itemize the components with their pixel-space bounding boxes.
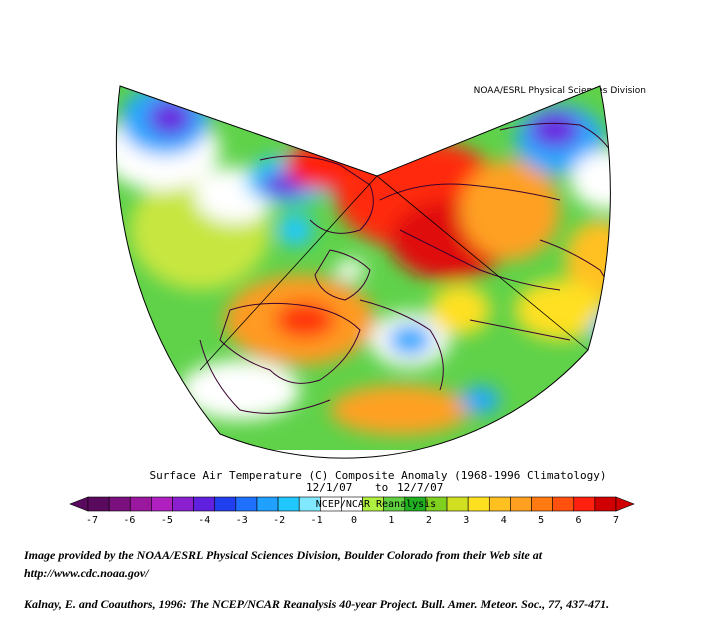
map-frame [115,85,611,459]
colorbar-swatch [552,496,575,512]
colorbar-swatch [151,496,173,512]
colorbar-tick-label: -1 [311,515,323,526]
colorbar-swatch [531,496,553,512]
colorbar-arrow-low [69,496,89,512]
colorbar-swatch [87,496,110,512]
colorbar-swatch [277,496,300,512]
colorbar-tick-label: -3 [236,515,248,526]
credit-line-2: http://www.cdc.noaa.gov/ [24,566,149,580]
anomaly-field [116,86,611,450]
colorbar-swatch [594,496,617,512]
map-title: Surface Air Temperature (C) Composite An… [150,469,607,482]
colorbar-tick-label: 5 [538,515,544,526]
colorbar-arrow-high [615,496,635,512]
colorbar-tick-label: -6 [123,515,135,526]
citation: Kalnay, E. and Coauthors, 1996: The NCEP… [24,597,610,611]
colorbar-swatch [488,496,511,512]
colorbar-swatch [214,496,237,512]
date-to-word: to [375,481,388,494]
colorbar-tick-label: -4 [198,515,210,526]
colorbar-swatch [256,496,279,512]
colorbar-tick-label: 4 [501,515,507,526]
colorbar-tick-label: 7 [613,515,619,526]
colorbar-swatch [510,496,532,512]
colorbar-tick-label: 1 [388,515,394,526]
coastlines [199,122,611,414]
colorbar-swatch [467,496,490,512]
date-from: 12/1/07 [306,481,352,494]
dataset-label: NCEP/NCAR Reanalysis [316,499,436,510]
source-label: NOAA/ESRL Physical Sciences Division [474,86,646,96]
colorbar-swatch [193,496,216,512]
colorbar-tick-label: -5 [161,515,173,526]
credit-line-1: Image provided by the NOAA/ESRL Physical… [24,548,543,562]
colorbar [69,496,635,512]
colorbar-swatch [129,496,152,512]
map-panel [115,85,611,459]
colorbar-swatch [108,496,131,512]
colorbar-tick-labels: -7 -6 -5 -4 -3 -2 -1 0 1 2 3 4 5 6 7 [86,515,619,526]
colorbar-tick-label: 6 [576,515,582,526]
colorbar-swatch [446,496,469,512]
colorbar-tick-label: 3 [463,515,469,526]
colorbar-swatch [235,496,258,512]
colorbar-tick-label: 2 [426,515,432,526]
colorbar-swatch [172,496,194,512]
date-to: 12/7/07 [397,481,443,494]
colorbar-tick-label: -7 [86,515,98,526]
colorbar-tick-label: 0 [351,515,357,526]
colorbar-swatch [573,496,596,512]
colorbar-tick-label: -2 [273,515,285,526]
grid-meridians [199,175,589,371]
